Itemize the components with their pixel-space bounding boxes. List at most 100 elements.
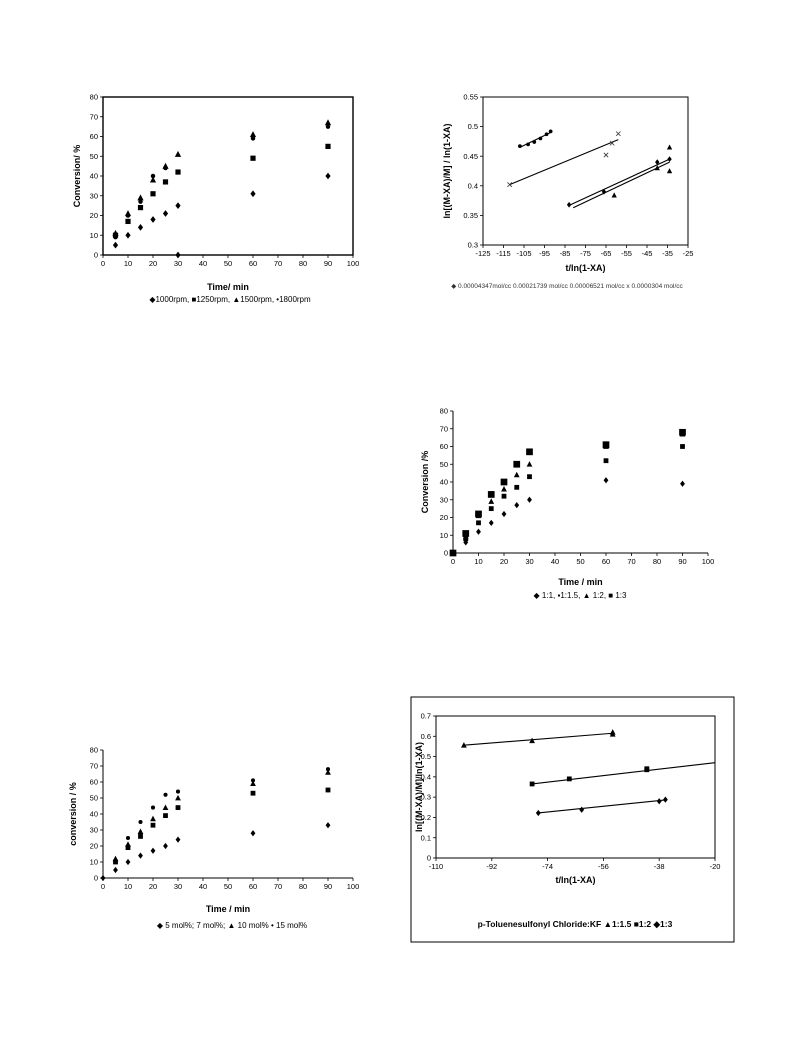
chart-0-xtick-label-3: 30: [174, 259, 182, 268]
chart-1-ytick-label-4: 0.5: [468, 122, 478, 131]
chart-2-xtick-label-7: 70: [627, 557, 635, 566]
chart-3-legend: ◆ 5 mol%; 7 mol%; ▲ 10 mol% • 15 mol%: [157, 921, 307, 930]
chart-1-ytick-label-3: 0.45: [463, 152, 478, 161]
chart-2-series-2: [462, 430, 686, 540]
chart-0-point-29: [163, 165, 168, 171]
chart-1-point-11: [538, 136, 543, 141]
chart-0-series-1: [112, 143, 331, 238]
chart-0-point-28: [150, 173, 156, 179]
chart-3-point-2: [125, 858, 131, 866]
chart-2-point-15: [603, 458, 609, 464]
chart-2-ytick-label-2: 20: [440, 513, 448, 522]
chart-1-series-1: [611, 144, 673, 198]
chart-3-series-1: [113, 787, 331, 865]
chart-3-point-27: [150, 805, 156, 810]
chart-1-xtick-label-4: -85: [560, 249, 571, 258]
chart-0-xtick-label-5: 50: [224, 259, 232, 268]
chart-1-ytick-label-2: 0.4: [468, 181, 478, 190]
chart-2-y-axis-label: Conversion /%: [420, 451, 430, 514]
chart-0-xtick-label-9: 90: [324, 259, 332, 268]
chart-3-ytick-label-6: 60: [90, 778, 98, 787]
chart-2-point-13: [514, 484, 520, 490]
chart-2-series-0: [450, 477, 685, 557]
chart-4-legend: p-Toluenesulfonyl Chloride:KF ▲1:1.5 ■1:…: [478, 919, 673, 929]
chart-3-point-31: [325, 767, 331, 772]
chart-0-point-13: [162, 179, 169, 185]
chart-0-ytick-label-2: 20: [90, 211, 98, 220]
chart-1-series-3-fit-line: [509, 139, 619, 186]
chart-2-point-14: [527, 474, 532, 480]
chart-3-point-30: [250, 778, 256, 783]
chart-4-point-5: [566, 776, 572, 782]
chart-0-y-axis-label: Conversion/ %: [72, 145, 82, 208]
chart-4-point-9: [579, 806, 585, 813]
chart-2-point-30: [513, 460, 521, 468]
chart-3-point-19: [137, 828, 144, 834]
chart-3: 0 10 20 30 40 50 60 70 80 0 10 20 30 40 50 60 70 80 90 100 T…: [68, 746, 359, 930]
chart-0-ytick-label-1: 10: [90, 231, 98, 240]
chart-1-point-10: [532, 140, 537, 144]
chart-0-point-27: [138, 199, 143, 204]
chart-1-point-12: [544, 132, 549, 137]
chart-3-xtick-label-3: 30: [174, 882, 182, 891]
chart-1-point-6: [666, 144, 673, 150]
chart-3-point-11: [138, 834, 143, 839]
chart-1-x-axis-label: t/ln(1-XA): [566, 263, 606, 273]
chart-2-ytick-label-5: 50: [440, 460, 448, 469]
chart-1-point-3: [667, 156, 672, 163]
chart-2-xtick-label-5: 50: [576, 557, 584, 566]
chart-2-point-20: [501, 485, 507, 492]
chart-0-xtick-label-2: 20: [149, 259, 157, 268]
chart-1-point-4: [611, 192, 617, 198]
chart-3-point-5: [163, 842, 168, 850]
chart-0-point-4: [162, 210, 169, 217]
chart-3-xtick-label-1: 10: [124, 882, 132, 891]
chart-0-series-3: [113, 124, 331, 240]
chart-3-point-12: [150, 822, 156, 828]
chart-2-xtick-label-8: 80: [653, 557, 661, 566]
chart-0-point-24: [324, 119, 332, 126]
chart-1-series-3: [507, 131, 621, 188]
chart-2-xtick-label-10: 100: [702, 557, 715, 566]
chart-2-ytick-label-3: 30: [440, 495, 448, 504]
chart-2-point-28: [487, 491, 495, 498]
chart-3-ytick-label-1: 10: [90, 858, 98, 867]
chart-2-ytick-label-7: 70: [440, 424, 448, 433]
chart-2-ytick-label-6: 60: [440, 442, 448, 451]
chart-4-ytick-label-1: 0.1: [421, 833, 431, 842]
chart-4-ytick-label-3: 0.3: [421, 793, 431, 802]
chart-2-point-5: [514, 501, 520, 509]
chart-0-point-17: [112, 229, 119, 236]
chart-2-point-1: [463, 539, 469, 546]
chart-1-point-16: [609, 140, 615, 146]
chart-3-xtick-label-10: 100: [347, 882, 360, 891]
chart-0-xtick-label-4: 40: [199, 259, 207, 268]
chart-3-point-13: [163, 813, 168, 818]
chart-2-xtick-label-9: 90: [678, 557, 686, 566]
chart-3-point-28: [163, 792, 168, 797]
chart-2-x-axis-label: Time / min: [558, 577, 602, 587]
chart-3-point-10: [125, 845, 131, 850]
chart-1-xtick-label-1: -115: [496, 249, 510, 258]
chart-2-ytick-label-0: 0: [444, 549, 448, 558]
chart-3-point-24: [325, 769, 331, 775]
chart-3-point-22: [175, 794, 181, 801]
chart-1-point-2: [655, 159, 660, 165]
chart-4-point-3: [609, 729, 616, 735]
chart-2-point-22: [526, 461, 533, 467]
chart-3-point-29: [175, 789, 181, 794]
chart-4-outer-frame: [410, 696, 735, 943]
chart-3-point-17: [112, 855, 119, 862]
chart-4-series-1: [529, 766, 650, 787]
chart-3-ytick-label-4: 40: [90, 810, 98, 819]
chart-1-xtick-label-10: -25: [683, 249, 694, 258]
chart-0-point-23: [249, 131, 257, 138]
chart-1-point-7: [666, 168, 673, 174]
chart-0-xtick-label-7: 70: [274, 259, 282, 268]
chart-3-point-23: [250, 780, 256, 786]
chart-4-y-axis-label: ln[(M-XA)/M]/ln(1-XA): [414, 742, 424, 832]
chart-2-point-2: [476, 528, 481, 535]
chart-2-point-12: [501, 493, 507, 499]
chart-0: 0 10 20 30 40 50 60 70 80 0 10 20 30 40 50 60 70 80 90 100 T…: [72, 93, 359, 304]
